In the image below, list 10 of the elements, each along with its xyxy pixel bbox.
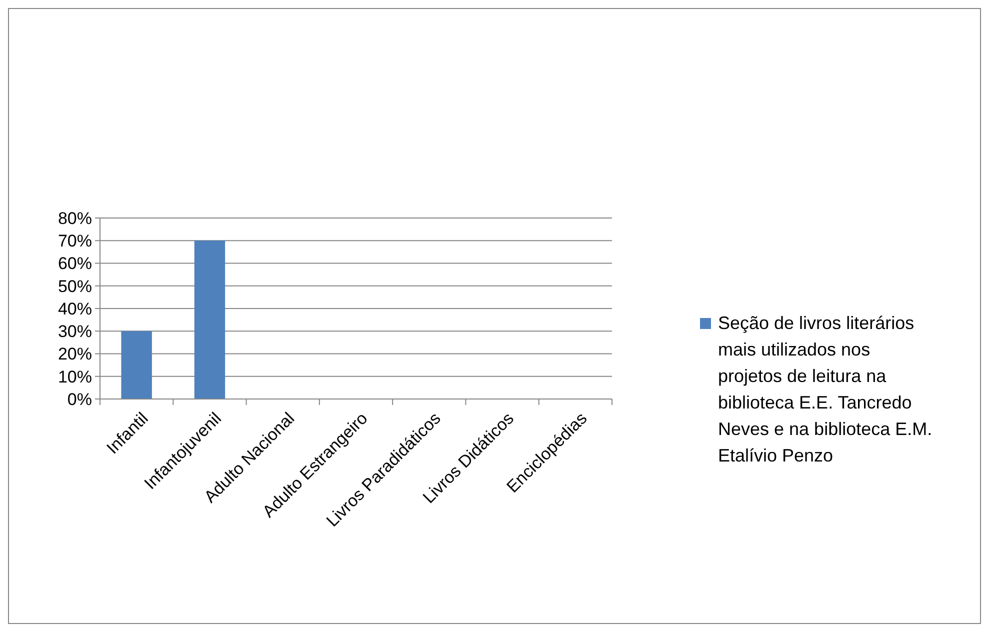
y-tick-label: 20% (58, 344, 92, 364)
y-tick-label: 70% (58, 232, 92, 251)
y-tick-label: 60% (58, 254, 92, 274)
y-tick-label: 30% (58, 322, 92, 342)
y-tick-label: 80% (58, 208, 92, 228)
y-tick-label: 0% (67, 390, 92, 409)
legend-label: Seção de livros literários mais utilizados nos projetos de leitura na biblioteca E.E. Tancredo Neves e na biblioteca E.M. Etalívio Penzo (718, 313, 932, 466)
y-tick-label: 10% (58, 367, 92, 386)
y-tick-label: 40% (58, 299, 92, 318)
y-tick-label: 50% (58, 276, 92, 296)
